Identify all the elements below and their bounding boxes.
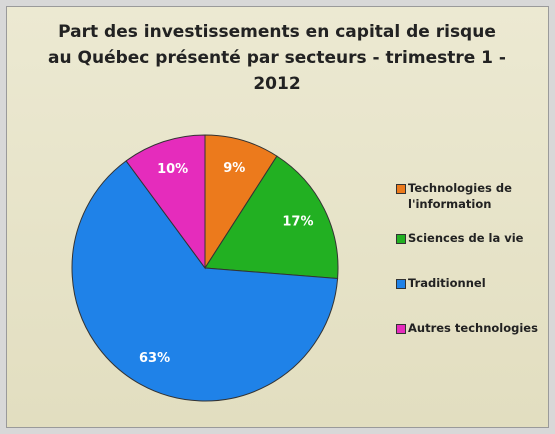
legend-entry: Traditionnel bbox=[396, 275, 546, 291]
data-label: 9% bbox=[223, 161, 245, 176]
pie-slice bbox=[71, 160, 339, 402]
legend-label: Sciences de la vie bbox=[408, 231, 524, 245]
legend-swatch bbox=[396, 184, 406, 194]
legend-entry: Sciences de la vie bbox=[396, 230, 546, 246]
chart-title: Part des investissements en capital de r… bbox=[48, 22, 506, 94]
legend-swatch bbox=[396, 279, 406, 289]
legend-entry: Technologies de l'information bbox=[396, 180, 546, 212]
pie-slice bbox=[125, 134, 206, 270]
legend-label: Autres technologies bbox=[408, 321, 538, 335]
legend-label: Traditionnel bbox=[408, 276, 486, 290]
legend-label: Technologies de l'information bbox=[408, 181, 512, 211]
pie-slice bbox=[204, 155, 339, 280]
data-label: 17% bbox=[282, 214, 313, 229]
data-label: 10% bbox=[157, 162, 188, 177]
legend-entry: Autres technologies bbox=[396, 320, 546, 336]
legend-swatch bbox=[396, 324, 406, 334]
legend-swatch bbox=[396, 234, 406, 244]
data-label: 63% bbox=[139, 351, 170, 366]
